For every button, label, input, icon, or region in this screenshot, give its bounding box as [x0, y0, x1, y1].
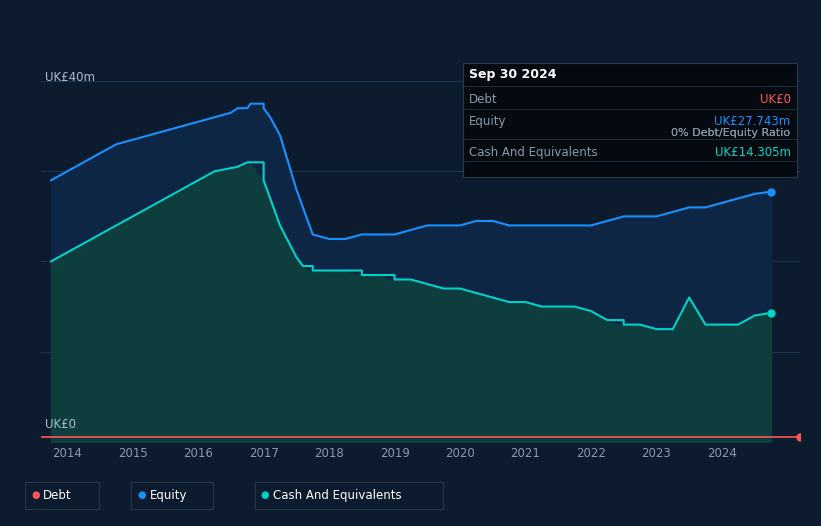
Text: UK£40m: UK£40m: [45, 72, 95, 85]
Text: UK£0: UK£0: [759, 93, 791, 106]
Text: UK£27.743m: UK£27.743m: [714, 115, 791, 128]
Text: Cash And Equivalents: Cash And Equivalents: [469, 146, 597, 159]
Text: 0% Debt/Equity Ratio: 0% Debt/Equity Ratio: [672, 128, 791, 138]
Text: Cash And Equivalents: Cash And Equivalents: [273, 489, 401, 502]
Text: UK£14.305m: UK£14.305m: [714, 146, 791, 159]
Text: ●: ●: [138, 490, 146, 501]
Text: Debt: Debt: [469, 93, 498, 106]
Text: ●: ●: [261, 490, 269, 501]
FancyBboxPatch shape: [462, 63, 796, 177]
Text: Equity: Equity: [149, 489, 187, 502]
Text: Sep 30 2024: Sep 30 2024: [469, 68, 556, 80]
Text: Equity: Equity: [469, 115, 506, 128]
Text: 0% Debt/Equity Ratio: 0% Debt/Equity Ratio: [672, 128, 791, 138]
Text: UK£0: UK£0: [45, 418, 76, 431]
Text: Debt: Debt: [43, 489, 71, 502]
Text: ●: ●: [31, 490, 39, 501]
